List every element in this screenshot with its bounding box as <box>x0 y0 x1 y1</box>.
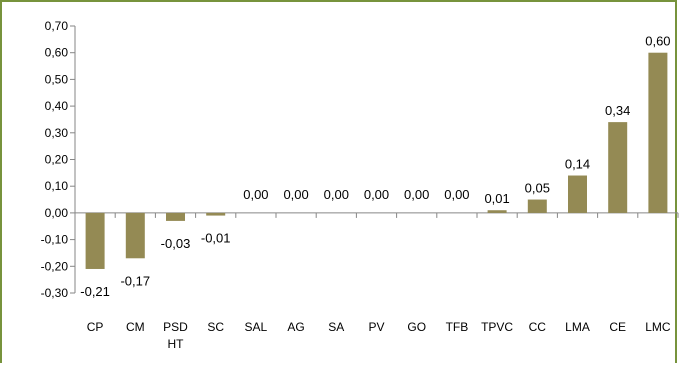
category-label: GO <box>407 320 426 334</box>
data-label: 0,05 <box>525 181 550 196</box>
bar <box>568 175 587 213</box>
data-label: -0,03 <box>161 236 191 251</box>
y-tick-label: -0,20 <box>41 259 69 273</box>
y-tick-label: -0,30 <box>41 286 69 300</box>
data-label: -0,17 <box>120 273 150 288</box>
data-label: 0,14 <box>565 157 590 172</box>
data-label: 0,00 <box>283 187 308 202</box>
data-label: 0,00 <box>364 187 389 202</box>
category-label: SC <box>207 320 224 334</box>
y-tick-label: 0,50 <box>45 72 69 86</box>
bar <box>85 212 105 269</box>
data-label: -0,01 <box>201 231 231 246</box>
category-labels: CP CM PSD HT SC SAL AG SA PV GO TFB TPVC CC LMA CE LMC <box>87 320 671 351</box>
y-tick-label: 0,40 <box>45 99 69 113</box>
category-label: TFB <box>446 320 469 334</box>
bar <box>487 210 507 213</box>
y-tick-label: -0,10 <box>41 233 69 247</box>
data-label: -0,21 <box>80 284 110 299</box>
category-label: CC <box>529 320 547 334</box>
category-label: TPVC <box>481 320 513 334</box>
category-label: HT <box>168 337 185 351</box>
category-label: CE <box>609 320 626 334</box>
data-label: 0,00 <box>444 187 469 202</box>
bar <box>648 52 668 213</box>
bar <box>527 199 547 213</box>
data-label: 0,00 <box>324 187 349 202</box>
bar <box>608 122 628 213</box>
data-label: 0,01 <box>484 191 509 206</box>
data-label: 0,00 <box>243 187 268 202</box>
y-tick-label: 0,00 <box>45 206 69 220</box>
bar <box>166 212 185 221</box>
category-label: CP <box>87 320 104 334</box>
bars <box>85 52 668 269</box>
data-labels: -0,21 -0,17 -0,03 -0,01 0,00 0,00 0,00 0,00 0,00… <box>80 34 670 299</box>
y-tick-label: 0,30 <box>45 126 69 140</box>
data-label: 0,00 <box>404 187 429 202</box>
bar <box>206 212 226 216</box>
data-label: 0,34 <box>605 103 630 118</box>
category-label: CM <box>126 320 145 334</box>
category-label: AG <box>287 320 304 334</box>
axes: -0,30 -0,20 -0,10 0,00 0,10 0,20 0,30 0,40 0,50 0… <box>41 19 679 300</box>
category-label: PSD <box>163 320 188 334</box>
category-label: SAL <box>245 320 268 334</box>
category-label: LMA <box>565 320 590 334</box>
y-tick-label: 0,60 <box>45 46 69 60</box>
y-tick-label: 0,20 <box>45 153 69 167</box>
y-tick-label: 0,10 <box>45 179 69 193</box>
data-label: 0,60 <box>645 34 670 49</box>
category-label: PV <box>368 320 384 334</box>
y-tick-label: 0,70 <box>45 19 69 33</box>
category-label: LMC <box>645 320 671 334</box>
category-label: SA <box>328 320 344 334</box>
bar <box>125 212 145 259</box>
